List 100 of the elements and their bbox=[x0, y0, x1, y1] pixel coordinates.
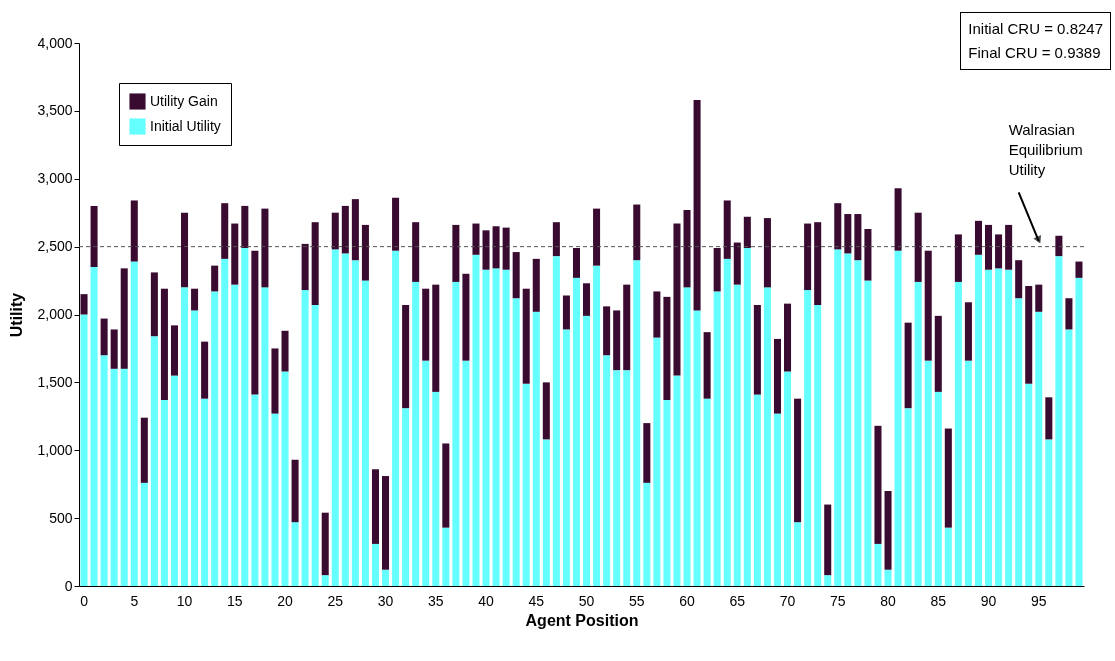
bar bbox=[673, 223, 681, 376]
bar bbox=[985, 269, 993, 586]
x-tick-label: 10 bbox=[176, 592, 193, 609]
x-tick-label: 30 bbox=[377, 592, 394, 609]
bar bbox=[1045, 439, 1053, 586]
bar bbox=[914, 281, 922, 586]
bar bbox=[341, 253, 349, 586]
bar bbox=[110, 329, 118, 369]
bar bbox=[100, 318, 108, 356]
bar bbox=[120, 368, 128, 586]
bar bbox=[90, 205, 98, 267]
bar bbox=[552, 222, 560, 257]
bar bbox=[402, 305, 410, 409]
y-tick-label: 1,500 bbox=[37, 373, 73, 390]
bar bbox=[150, 336, 158, 586]
bar bbox=[181, 212, 189, 288]
bar bbox=[784, 303, 792, 372]
bar bbox=[643, 423, 651, 483]
bar bbox=[653, 337, 661, 586]
annotation: Final CRU = 0.9389 bbox=[968, 43, 1102, 63]
bar bbox=[382, 476, 390, 570]
bar bbox=[522, 288, 530, 384]
bar bbox=[1075, 277, 1083, 586]
bar bbox=[773, 338, 781, 414]
bar bbox=[291, 522, 299, 586]
bar bbox=[201, 398, 209, 586]
bar bbox=[321, 512, 329, 576]
bar bbox=[482, 269, 490, 586]
bar bbox=[693, 100, 701, 311]
bar bbox=[633, 260, 641, 586]
legend-label: Initial Utility bbox=[150, 117, 221, 134]
bar bbox=[673, 375, 681, 586]
bar bbox=[583, 283, 591, 316]
bar bbox=[361, 280, 369, 586]
bar bbox=[663, 296, 671, 401]
bar bbox=[743, 216, 751, 248]
bar bbox=[572, 277, 580, 586]
bar bbox=[351, 260, 359, 586]
bar bbox=[100, 355, 108, 586]
bar bbox=[221, 258, 229, 586]
bar bbox=[502, 269, 510, 586]
bar bbox=[924, 250, 932, 361]
bar bbox=[191, 310, 199, 586]
bar bbox=[201, 341, 209, 399]
bar bbox=[1035, 284, 1043, 312]
bar bbox=[854, 214, 862, 261]
x-tick-label: 85 bbox=[930, 592, 947, 609]
y-tick-label: 1,000 bbox=[37, 441, 73, 458]
bar bbox=[713, 247, 721, 292]
bar bbox=[432, 391, 440, 586]
bar bbox=[160, 400, 168, 586]
bar bbox=[271, 348, 279, 414]
bar bbox=[562, 295, 570, 330]
bar bbox=[884, 490, 892, 570]
bar bbox=[361, 224, 369, 281]
bar bbox=[1045, 397, 1053, 440]
x-tick-label: 70 bbox=[779, 592, 796, 609]
bar bbox=[804, 223, 812, 291]
bar bbox=[974, 220, 982, 255]
y-tick-label: 500 bbox=[49, 509, 73, 526]
bar bbox=[211, 291, 219, 586]
bar bbox=[613, 370, 621, 586]
bar bbox=[412, 222, 420, 282]
bar bbox=[432, 284, 440, 392]
bar bbox=[402, 408, 410, 586]
bar bbox=[522, 383, 530, 586]
bar bbox=[452, 224, 460, 282]
bar bbox=[80, 294, 88, 315]
bar bbox=[733, 242, 741, 285]
bar bbox=[1035, 311, 1043, 586]
bar bbox=[924, 360, 932, 586]
bar bbox=[854, 260, 862, 586]
bar bbox=[743, 247, 751, 586]
bar bbox=[874, 425, 882, 544]
bar bbox=[80, 314, 88, 586]
bar bbox=[794, 522, 802, 586]
x-tick-label: 40 bbox=[478, 592, 495, 609]
bar bbox=[603, 306, 611, 356]
bar bbox=[442, 443, 450, 528]
bar bbox=[140, 417, 148, 483]
bar bbox=[281, 330, 289, 372]
bar bbox=[552, 256, 560, 586]
bar bbox=[944, 428, 952, 528]
y-tick-label: 3,500 bbox=[37, 102, 73, 119]
bar bbox=[874, 543, 882, 586]
bar bbox=[653, 291, 661, 338]
bar bbox=[231, 284, 239, 586]
bar bbox=[542, 439, 550, 586]
bar bbox=[351, 199, 359, 261]
bar bbox=[593, 265, 601, 586]
bar bbox=[794, 398, 802, 523]
bar bbox=[1005, 269, 1013, 586]
bar bbox=[412, 281, 420, 586]
bar bbox=[834, 249, 842, 586]
bar bbox=[422, 288, 430, 361]
bar bbox=[1015, 298, 1023, 586]
bar bbox=[934, 391, 942, 586]
bar bbox=[1075, 261, 1083, 278]
bar bbox=[964, 360, 972, 586]
bar bbox=[341, 205, 349, 254]
